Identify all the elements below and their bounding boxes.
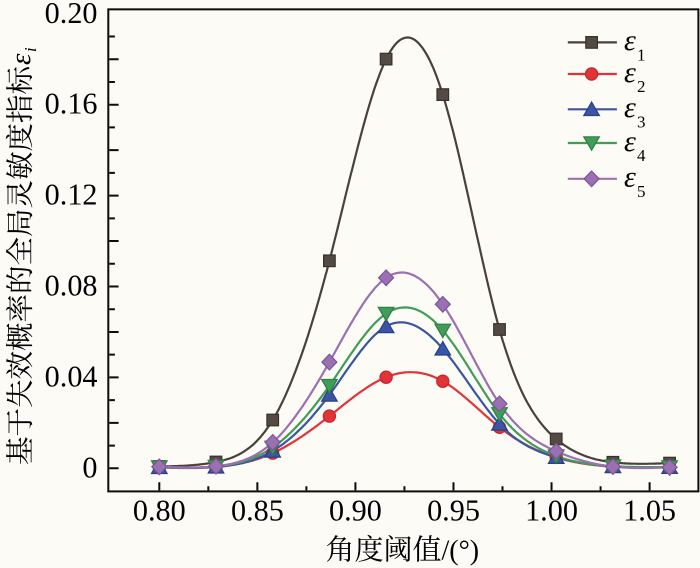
svg-text:2: 2: [637, 77, 646, 96]
svg-text:0.12: 0.12: [45, 178, 98, 212]
svg-text:0: 0: [82, 450, 97, 484]
svg-text:i: i: [21, 47, 40, 52]
svg-text:ε: ε: [624, 161, 636, 194]
svg-text:0.16: 0.16: [45, 87, 98, 121]
svg-text:5: 5: [637, 182, 646, 201]
svg-text:4: 4: [637, 146, 646, 165]
svg-text:ε: ε: [624, 125, 636, 158]
svg-text:0.90: 0.90: [329, 493, 382, 527]
svg-text:1.05: 1.05: [623, 493, 676, 527]
svg-text:ε: ε: [624, 56, 636, 89]
svg-text:0.04: 0.04: [45, 359, 98, 393]
svg-text:0.08: 0.08: [45, 269, 98, 303]
svg-text:0.80: 0.80: [133, 493, 186, 527]
svg-text:1: 1: [637, 46, 646, 65]
svg-text:ε: ε: [5, 53, 37, 65]
svg-text:ε: ε: [624, 91, 636, 124]
svg-text:1.00: 1.00: [525, 493, 578, 527]
svg-text:0.85: 0.85: [231, 493, 284, 527]
svg-text:0.95: 0.95: [427, 493, 480, 527]
svg-text:3: 3: [637, 113, 646, 132]
svg-text:0.20: 0.20: [45, 0, 98, 30]
svg-text:/(°): /(°): [442, 536, 480, 567]
svg-text:ε: ε: [624, 24, 636, 57]
